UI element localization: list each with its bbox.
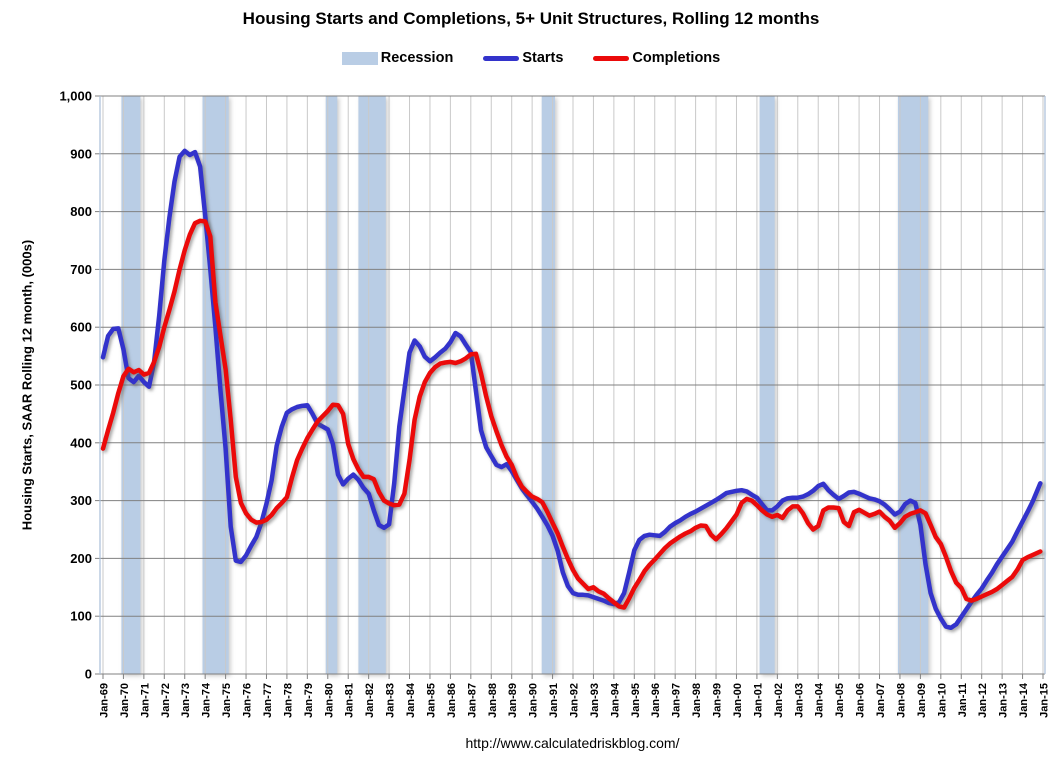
x-tick-label: Jan-80 bbox=[323, 683, 335, 718]
x-tick-label: Jan-08 bbox=[896, 683, 908, 718]
legend-label-starts: Starts bbox=[522, 50, 564, 66]
x-tick-label: Jan-15 bbox=[1039, 683, 1051, 718]
x-tick-label: Jan-95 bbox=[630, 683, 642, 718]
y-tick-label: 600 bbox=[70, 320, 92, 335]
x-tick-label: Jan-69 bbox=[99, 683, 111, 718]
x-tick-label: Jan-78 bbox=[282, 683, 294, 718]
x-tick-label: Jan-04 bbox=[814, 682, 826, 718]
x-tick-label: Jan-89 bbox=[507, 683, 519, 718]
x-tick-label: Jan-92 bbox=[569, 683, 581, 718]
x-tick-label: Jan-79 bbox=[303, 683, 315, 718]
starts-line bbox=[100, 148, 1043, 631]
x-tick-label: Jan-05 bbox=[834, 683, 846, 718]
legend-label-recession: Recession bbox=[380, 50, 454, 66]
x-tick-label: Jan-94 bbox=[609, 682, 621, 718]
x-tick-label: Jan-93 bbox=[589, 683, 601, 718]
y-tick-label: 0 bbox=[85, 667, 92, 682]
completions-line-swatch bbox=[593, 55, 630, 61]
x-tick-label: Jan-10 bbox=[936, 683, 948, 718]
x-tick-label: Jan-91 bbox=[548, 683, 560, 718]
completions-line bbox=[100, 218, 1043, 610]
x-tick-label: Jan-14 bbox=[1018, 682, 1030, 718]
legend-label-completions: Completions bbox=[632, 50, 721, 66]
x-tick-label: Jan-13 bbox=[998, 683, 1010, 718]
legend-item-starts: Starts bbox=[483, 50, 563, 66]
x-tick-label: Jan-84 bbox=[405, 682, 417, 718]
x-tick-label: Jan-76 bbox=[242, 683, 254, 718]
x-tick-label: Jan-74 bbox=[201, 682, 213, 718]
y-tick-label: 900 bbox=[70, 146, 92, 161]
y-tick-label: 1,000 bbox=[59, 89, 92, 104]
y-tick-label: 800 bbox=[70, 204, 92, 219]
x-tick-label: Jan-86 bbox=[446, 683, 458, 718]
x-tick-label: Jan-81 bbox=[344, 683, 356, 718]
x-tick-label: Jan-83 bbox=[385, 683, 397, 718]
y-tick-label: 200 bbox=[70, 551, 92, 566]
x-tick-label: Jan-99 bbox=[712, 683, 724, 718]
x-tick-label: Jan-85 bbox=[426, 683, 438, 718]
x-tick-label: Jan-07 bbox=[875, 683, 887, 718]
x-tick-label: Jan-00 bbox=[732, 683, 744, 718]
legend-item-recession: Recession bbox=[341, 50, 454, 66]
recession-swatch bbox=[341, 51, 378, 65]
x-tick-label: Jan-90 bbox=[528, 683, 540, 718]
footer-url: http://www.calculatedriskblog.com/ bbox=[465, 735, 680, 751]
x-tick-label: Jan-88 bbox=[487, 683, 499, 718]
x-tick-label: Jan-06 bbox=[855, 683, 867, 718]
x-tick-label: Jan-77 bbox=[262, 683, 274, 718]
x-tick-label: Jan-87 bbox=[466, 683, 478, 718]
x-tick-label: Jan-02 bbox=[773, 683, 785, 718]
x-tick-label: Jan-12 bbox=[977, 683, 989, 718]
x-tick-label: Jan-82 bbox=[364, 683, 376, 718]
starts-line-swatch bbox=[483, 55, 520, 61]
y-tick-label: 400 bbox=[70, 435, 92, 450]
x-tick-label: Jan-98 bbox=[691, 683, 703, 718]
x-tick-label: Jan-97 bbox=[671, 683, 683, 718]
x-tick-label: Jan-70 bbox=[119, 683, 131, 718]
x-tick-label: Jan-71 bbox=[139, 683, 151, 718]
x-tick-label: Jan-11 bbox=[957, 683, 969, 717]
x-tick-label: Jan-01 bbox=[752, 683, 764, 718]
y-tick-label: 100 bbox=[70, 609, 92, 624]
x-tick-label: Jan-73 bbox=[180, 683, 192, 718]
x-tick-label: Jan-09 bbox=[916, 683, 928, 718]
legend: Recession Starts Completions bbox=[0, 50, 1062, 66]
chart-title: Housing Starts and Completions, 5+ Unit … bbox=[242, 9, 820, 28]
y-tick-label: 500 bbox=[70, 378, 92, 393]
legend-item-completions: Completions bbox=[593, 50, 720, 66]
x-tick-label: Jan-03 bbox=[793, 683, 805, 718]
y-tick-label: 300 bbox=[70, 493, 92, 508]
x-tick-label: Jan-72 bbox=[160, 683, 172, 718]
x-tick-label: Jan-96 bbox=[650, 683, 662, 718]
y-tick-label: 700 bbox=[70, 262, 92, 277]
x-tick-label: Jan-75 bbox=[221, 683, 233, 718]
